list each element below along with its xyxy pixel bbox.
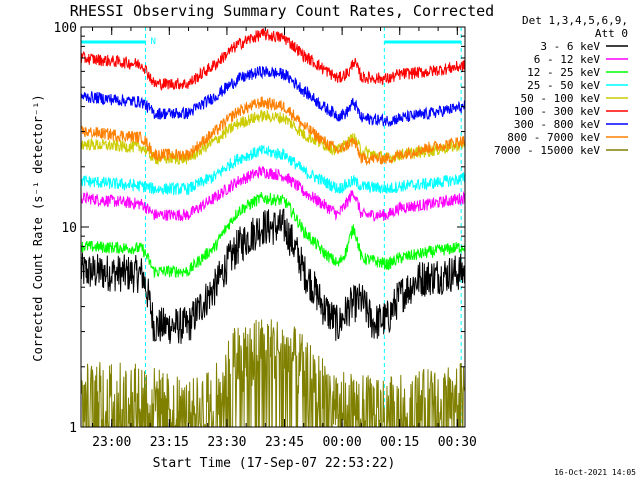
series-5 bbox=[80, 28, 466, 91]
series-2 bbox=[80, 191, 466, 279]
legend-header-attenuator: Att 0 bbox=[595, 27, 628, 40]
legend-label-8: 7000 - 15000 keV bbox=[494, 144, 600, 157]
series-4 bbox=[80, 108, 466, 166]
series-0 bbox=[80, 208, 466, 344]
legend-label-3: 25 - 50 keV bbox=[527, 79, 600, 92]
legend-label-6: 300 - 800 keV bbox=[514, 118, 600, 131]
series-line-5 bbox=[80, 28, 466, 91]
legend-label-0: 3 - 6 keV bbox=[540, 40, 600, 53]
x-tick-label-5: 00:15 bbox=[380, 435, 419, 450]
x-tick-label-3: 23:45 bbox=[265, 435, 304, 450]
x-tick-label-1: 23:15 bbox=[150, 435, 189, 450]
series-3 bbox=[80, 144, 466, 196]
series-8 bbox=[80, 319, 466, 428]
x-tick-label-2: 23:30 bbox=[207, 435, 246, 450]
series-line-6 bbox=[80, 65, 466, 127]
legend-label-1: 6 - 12 keV bbox=[534, 53, 601, 66]
series-lines bbox=[80, 28, 466, 428]
series-line-1 bbox=[80, 165, 466, 222]
legend-label-7: 800 - 7000 keV bbox=[507, 131, 600, 144]
axes: 1 10 100 23:00 23:15 23:30 23:45 00:00 00:15 00:3… bbox=[54, 21, 477, 450]
x-tick-label-6: 00:30 bbox=[438, 435, 477, 450]
series-line-8 bbox=[80, 319, 466, 428]
x-tick-label-4: 00:00 bbox=[323, 435, 362, 450]
x-axis-label: Start Time (17-Sep-07 22:53:22) bbox=[153, 456, 396, 471]
series-line-4 bbox=[80, 108, 466, 166]
y-axis-label: Corrected Count Rate (s⁻¹ detector⁻¹) bbox=[31, 94, 45, 361]
series-line-7 bbox=[80, 96, 466, 167]
legend-header-detectors: Det 1,3,4,5,6,9, bbox=[522, 14, 628, 27]
series-1 bbox=[80, 165, 466, 222]
night-label: N bbox=[151, 37, 156, 47]
footer-date: 16-Oct-2021 14:05 bbox=[554, 468, 636, 477]
legend-label-2: 12 - 25 keV bbox=[527, 66, 600, 79]
y-tick-label-1: 10 bbox=[61, 221, 77, 236]
series-line-0 bbox=[80, 208, 466, 344]
y-tick-label-2: 100 bbox=[54, 21, 77, 36]
legend-label-4: 50 - 100 keV bbox=[521, 92, 601, 105]
series-6 bbox=[80, 65, 466, 127]
y-tick-label-0: 1 bbox=[69, 421, 77, 436]
series-7 bbox=[80, 96, 466, 167]
series-line-3 bbox=[80, 144, 466, 196]
series-line-2 bbox=[80, 191, 466, 279]
chart-title: RHESSI Observing Summary Count Rates, Co… bbox=[70, 2, 494, 20]
legend-label-5: 100 - 300 keV bbox=[514, 105, 600, 118]
x-tick-label-0: 23:00 bbox=[92, 435, 131, 450]
